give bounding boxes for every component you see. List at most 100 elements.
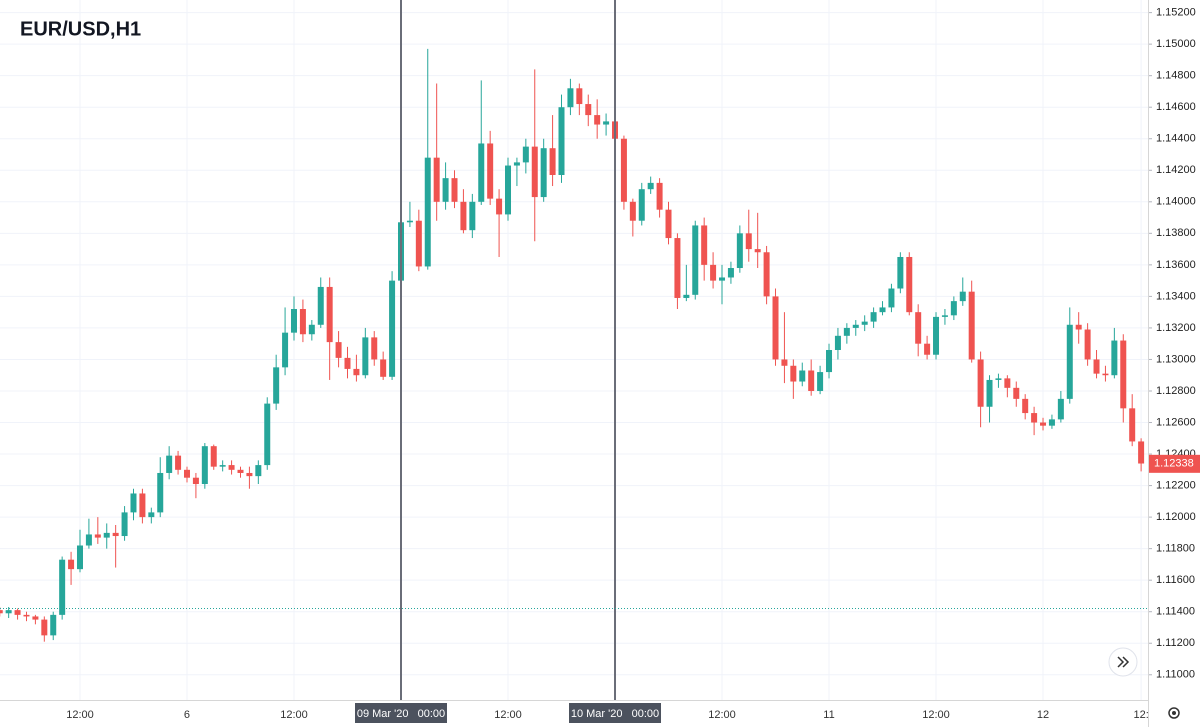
y-tick-label: 1.13200: [1156, 322, 1196, 334]
y-tick-label: 1.15000: [1156, 38, 1196, 50]
candle-body: [861, 321, 868, 325]
candle-body: [362, 337, 369, 376]
candle-body: [959, 291, 966, 302]
candle-body: [282, 332, 289, 368]
candles: [0, 48, 1145, 642]
y-tick-label: 1.13600: [1156, 259, 1196, 271]
candle-body: [968, 291, 975, 360]
candle-body: [620, 138, 627, 202]
y-tick-label: 1.11800: [1156, 543, 1195, 555]
candle-body: [255, 465, 262, 477]
x-tick-label: 12:: [1133, 709, 1148, 721]
candle-body: [308, 324, 315, 335]
candle-body: [335, 342, 342, 358]
candle-body: [665, 209, 672, 239]
candle-body: [933, 316, 940, 355]
candle-body: [852, 324, 859, 328]
candle-body: [576, 88, 583, 105]
candle-body: [326, 286, 333, 343]
candle-body: [683, 294, 690, 298]
candle-body: [790, 365, 797, 382]
candle-body: [950, 301, 957, 316]
candle-body: [513, 162, 520, 166]
candle-body: [1066, 324, 1073, 399]
x-tick-label: 09 Mar '20 00:00: [357, 708, 445, 720]
x-tick-label: 12:00: [708, 709, 736, 721]
candle-body: [496, 198, 503, 215]
candle-body: [344, 357, 351, 369]
candle-body: [1084, 329, 1091, 360]
y-tick-label: 1.14200: [1156, 164, 1196, 176]
candle-body: [1022, 398, 1029, 414]
candle-body: [585, 104, 592, 116]
gear-center: [1172, 711, 1176, 715]
y-tick-label: 1.11000: [1156, 669, 1195, 681]
candle-body: [754, 249, 761, 253]
candle-body: [1031, 413, 1038, 423]
candle-body: [924, 343, 931, 355]
candle-body: [656, 182, 663, 210]
candle-body: [522, 146, 529, 163]
y-tick-label: 1.15200: [1156, 7, 1196, 19]
candle-body: [451, 178, 458, 202]
y-tick-label: 1.12200: [1156, 479, 1196, 491]
candle-body: [977, 359, 984, 407]
candle-body: [121, 512, 128, 537]
candle-body: [76, 545, 83, 570]
candle-body: [433, 157, 440, 202]
candle-body: [112, 532, 119, 537]
candle-body: [94, 534, 101, 538]
candle-body: [32, 616, 39, 620]
candle-body: [469, 201, 476, 231]
candle-body: [424, 157, 431, 267]
date-label-box: [355, 703, 447, 723]
candle-body: [103, 532, 110, 538]
y-tick-label: 1.14800: [1156, 70, 1196, 82]
candle-body: [371, 337, 378, 360]
settings-button[interactable]: [1168, 707, 1180, 719]
candle-body: [505, 165, 512, 215]
candle-body: [210, 446, 217, 467]
candle-body: [139, 493, 146, 518]
x-tick-label: 12:00: [66, 709, 94, 721]
y-tick-label: 1.12600: [1156, 416, 1196, 428]
candle-body: [68, 559, 75, 570]
candle-body: [406, 220, 413, 223]
x-tick-label: 12:00: [494, 709, 522, 721]
candle-body: [237, 469, 244, 473]
candle-body: [1102, 373, 1109, 376]
candle-body: [799, 370, 806, 382]
candle-body: [1048, 419, 1055, 426]
candle-body: [1075, 324, 1082, 330]
candle-body: [201, 446, 208, 485]
candle-body: [808, 370, 815, 391]
candle-body: [941, 315, 948, 317]
candle-body: [540, 148, 547, 198]
candle-body: [478, 143, 485, 202]
candle-body: [781, 359, 788, 366]
y-tick-label: 1.12800: [1156, 385, 1196, 397]
x-tick-label: 10 Mar '20 00:00: [571, 708, 659, 720]
candle-body: [629, 201, 636, 221]
date-label-box: [569, 703, 662, 723]
candle-body: [1013, 387, 1020, 399]
candle-body: [674, 238, 681, 298]
candle-body: [719, 277, 726, 281]
chart-title: EUR/USD,H1: [20, 18, 141, 40]
candle-body: [380, 359, 387, 377]
candle-body: [995, 378, 1002, 380]
candle-body: [763, 252, 770, 297]
scroll-button[interactable]: [1108, 647, 1138, 677]
candle-body: [558, 107, 565, 175]
gear-icon[interactable]: [1168, 707, 1180, 719]
candle-body: [192, 477, 199, 485]
candle-body: [59, 559, 66, 615]
candle-body: [1111, 340, 1118, 376]
candle-body: [460, 201, 467, 231]
candle-body: [1120, 340, 1127, 409]
candle-body: [317, 286, 324, 325]
candle-body: [148, 512, 155, 518]
